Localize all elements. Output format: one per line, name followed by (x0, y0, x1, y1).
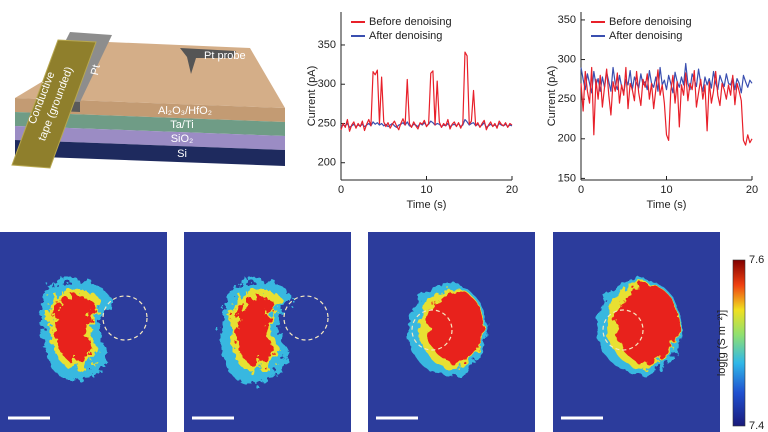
legend-label: After denoising (369, 30, 442, 42)
legend-label: After denoising (609, 30, 682, 42)
y-axis-title: Current (pA) (306, 66, 318, 127)
legend-label: Before denoising (369, 16, 452, 28)
sio2-layer (15, 126, 285, 150)
device-diagram: Pt probe Pt Conductive tape (grounded) A… (11, 32, 285, 169)
legend-label: Before denoising (609, 16, 692, 28)
series-line (580, 66, 753, 146)
conductance-map (553, 232, 720, 432)
x-axis-title: Time (s) (647, 199, 687, 211)
series-line (340, 51, 513, 132)
layer-label: Ta/Ti (170, 119, 193, 131)
y-tick-label: 250 (318, 117, 336, 129)
y-tick-label: 350 (318, 39, 336, 51)
layer-label: Si (177, 148, 187, 160)
x-tick-label: 20 (506, 184, 518, 196)
y-tick-label: 350 (558, 14, 576, 26)
x-tick-label: 20 (746, 184, 758, 196)
y-axis-title: Current (pA) (546, 66, 558, 127)
x-tick-label: 10 (420, 184, 432, 196)
y-tick-label: 200 (318, 157, 336, 169)
y-tick-label: 250 (558, 93, 576, 105)
colorbar: 7.6 7.4 log[g (S m⁻²)] (716, 254, 764, 432)
series-line (580, 62, 753, 94)
colorbar-scale (732, 259, 746, 427)
colorbar-max: 7.6 (749, 254, 764, 266)
tati-layer (15, 112, 285, 136)
conductance-map (0, 232, 167, 432)
colorbar-min: 7.4 (749, 420, 764, 432)
probe-label: Pt probe (204, 50, 246, 62)
electrode-label: Pt (89, 64, 103, 77)
oxide-layer (15, 98, 285, 122)
conductive-tape (11, 39, 97, 169)
x-tick-label: 0 (578, 184, 584, 196)
layer-label: SiO₂ (171, 133, 194, 145)
y-tick-label: 300 (558, 53, 576, 65)
conductance-map (368, 232, 535, 432)
y-tick-label: 150 (558, 172, 576, 184)
si-layer (15, 140, 285, 166)
x-axis-title: Time (s) (407, 199, 447, 211)
pt-probe (180, 48, 236, 74)
x-tick-label: 10 (660, 184, 672, 196)
conductance-map (184, 232, 351, 432)
layer-label: Al₂O₃/HfO₂ (158, 105, 212, 117)
y-tick-label: 200 (558, 133, 576, 145)
y-tick-label: 300 (318, 78, 336, 90)
colorbar-label: log[g (S m⁻²)] (716, 310, 728, 376)
x-tick-label: 0 (338, 184, 344, 196)
